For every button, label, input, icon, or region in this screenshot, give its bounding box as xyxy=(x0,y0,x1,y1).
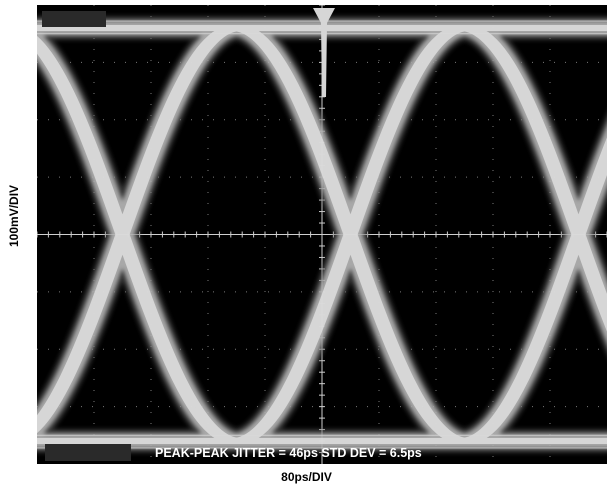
jitter-annotation: PEAK-PEAK JITTER = 46ps STD DEV = 6.5ps xyxy=(155,446,422,460)
eye-trace-falling xyxy=(0,24,255,445)
screen-label-box-bottom xyxy=(45,444,131,461)
eye-trace-falling xyxy=(454,24,613,327)
screen-label-box-top xyxy=(42,11,106,27)
y-axis-label: 100mV/DIV xyxy=(7,184,21,247)
x-axis-label: 80ps/DIV xyxy=(281,470,332,484)
eye-trace-falling xyxy=(226,24,483,445)
eye-diagram-plot: PEAK-PEAK JITTER = 46ps STD DEV = 6.5ps xyxy=(0,4,613,464)
oscilloscope-screen: PEAK-PEAK JITTER = 46ps STD DEV = 6.5ps xyxy=(0,4,613,464)
trigger-marker xyxy=(313,8,335,97)
